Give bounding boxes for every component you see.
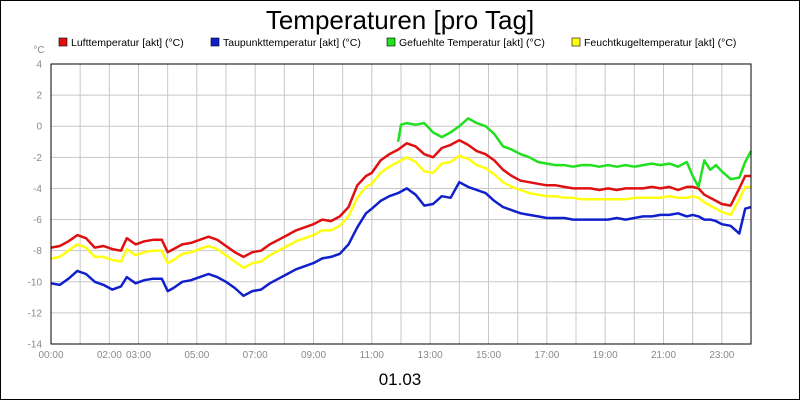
x-axis: 00:00 02:00 03:00 05:00 07:00 09:00 11:00 13:00… — [38, 350, 734, 361]
x-tick-label: 02:00 — [97, 350, 122, 361]
y-tick-label: -12 — [28, 308, 43, 319]
legend-swatch — [571, 37, 581, 47]
x-tick-label: 23:00 — [709, 350, 734, 361]
x-tick-label: 19:00 — [593, 350, 618, 361]
y-axis-unit-label: °C — [33, 45, 44, 56]
y-tick-label: 4 — [36, 60, 42, 71]
plot-border — [50, 63, 752, 345]
legend-label: Feuchtkugeltemperatur [akt] (°C) — [584, 37, 736, 49]
x-tick-label: 00:00 — [38, 350, 63, 361]
y-axis: 4 2 0 -2 -4 -6 -8 -10 -12 -14 — [28, 60, 43, 351]
x-tick-label: 15:00 — [476, 350, 501, 361]
y-tick-label: -2 — [33, 153, 42, 164]
x-tick-label: 21:00 — [651, 350, 676, 361]
y-tick-label: 0 — [36, 122, 42, 133]
y-tick-label: -14 — [28, 340, 43, 351]
legend-label: Taupunkttemperatur [akt] (°C) — [223, 37, 361, 49]
y-tick-label: -4 — [33, 184, 42, 195]
legend-swatch — [386, 37, 396, 47]
x-tick-label: 03:00 — [126, 350, 151, 361]
series-line — [50, 154, 751, 270]
legend: Lufttemperatur [akt] (°C) Taupunkttempera… — [58, 37, 736, 49]
series-lines — [50, 117, 753, 298]
legend-swatch — [210, 37, 220, 47]
y-tick-label: -6 — [33, 215, 42, 226]
x-axis-date-label: 01.03 — [379, 370, 422, 389]
legend-label: Lufttemperatur [akt] (°C) — [71, 37, 184, 49]
x-tick-label: 05:00 — [184, 350, 209, 361]
y-tick-label: -8 — [33, 246, 42, 257]
series-line — [50, 138, 751, 259]
legend-swatch — [58, 37, 68, 47]
x-tick-label: 09:00 — [301, 350, 326, 361]
y-tick-label: 2 — [36, 91, 42, 102]
series-line — [396, 117, 753, 189]
x-tick-label: 07:00 — [243, 350, 268, 361]
series-line — [50, 180, 752, 298]
x-tick-label: 11:00 — [360, 350, 385, 361]
chart-title: Temperaturen [pro Tag] — [266, 5, 534, 35]
x-tick-label: 13:00 — [418, 350, 443, 361]
legend-label: Gefuehlte Temperatur [akt] (°C) — [399, 37, 545, 49]
y-tick-label: -10 — [28, 277, 43, 288]
x-tick-label: 17:00 — [534, 350, 559, 361]
